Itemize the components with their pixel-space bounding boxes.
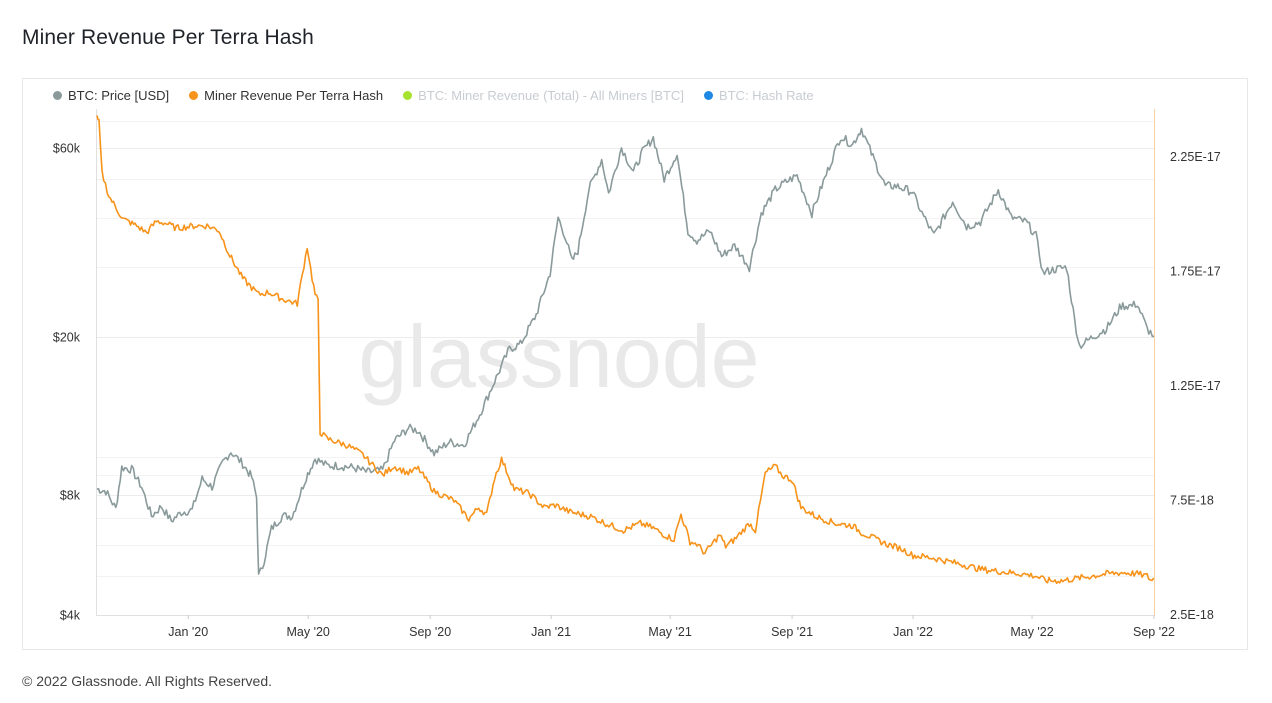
y-right-tick-label: 2.25E-17 (1170, 150, 1221, 164)
copyright-footer: © 2022 Glassnode. All Rights Reserved. (22, 673, 273, 689)
y-right-tick-label: 1.25E-17 (1170, 379, 1221, 393)
x-tick-label: May '22 (1010, 625, 1053, 639)
legend-label: Miner Revenue Per Terra Hash (204, 88, 384, 103)
axis-labels: $4k $8k $20k $60k 2.5E-18 7.5E-18 1.25E-17 1.75… (53, 142, 1221, 640)
legend-label: BTC: Hash Rate (718, 88, 814, 103)
chart-legend: BTC: Price [USD] Miner Revenue Per Terra… (53, 88, 814, 103)
chart-panel: BTC: Price [USD] Miner Revenue Per Terra… (22, 78, 1248, 650)
legend-item-hash-rate[interactable]: BTC: Hash Rate (703, 88, 814, 103)
y-left-tick-label: $20k (53, 331, 81, 345)
x-tick-label: May '21 (648, 625, 691, 639)
legend-dot-miner-revenue-per-th (189, 91, 199, 100)
x-tick-label: Jan '22 (893, 625, 933, 639)
legend-dot-hash-rate (703, 91, 713, 100)
miner-revenue-per-th-line (96, 115, 1155, 585)
series-lines (96, 115, 1155, 585)
btc-price-line (96, 127, 1155, 575)
x-tick-label: Sep '22 (1133, 625, 1175, 639)
y-right-tick-label: 7.5E-18 (1170, 494, 1214, 508)
legend-dot-btc-price (53, 91, 62, 100)
legend-item-miner-revenue-per-th[interactable]: Miner Revenue Per Terra Hash (189, 88, 383, 103)
x-tick-label: Jan '20 (168, 625, 208, 639)
page-title: Miner Revenue Per Terra Hash (22, 26, 314, 49)
legend-label: BTC: Price [USD] (68, 88, 170, 103)
x-tick-label: Sep '21 (771, 625, 813, 639)
legend-item-miner-revenue-total[interactable]: BTC: Miner Revenue (Total) - All Miners … (403, 88, 684, 103)
x-tick-label: Jan '21 (531, 625, 571, 639)
chart-plot[interactable]: glassnode $4k $8k $20k $60k 2.5E-18 7.5E-18 1.… (23, 79, 1249, 651)
x-tick-label: May '20 (287, 625, 330, 639)
legend-label: BTC: Miner Revenue (Total) - All Miners … (418, 88, 684, 103)
glassnode-watermark: glassnode (358, 307, 759, 406)
y-left-tick-label: $8k (60, 489, 81, 503)
x-tick-label: Sep '20 (409, 625, 451, 639)
y-right-tick-label: 2.5E-18 (1170, 608, 1214, 622)
y-right-tick-label: 1.75E-17 (1170, 265, 1221, 279)
y-left-tick-label: $4k (60, 609, 81, 623)
legend-dot-miner-revenue-total (403, 91, 413, 100)
legend-item-btc-price[interactable]: BTC: Price [USD] (53, 88, 169, 103)
y-left-tick-label: $60k (53, 142, 81, 156)
